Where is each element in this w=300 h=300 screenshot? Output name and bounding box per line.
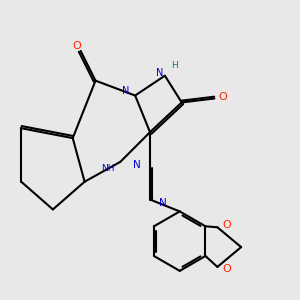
Text: O: O <box>218 92 227 101</box>
Text: N: N <box>133 160 141 170</box>
Text: N: N <box>159 197 167 208</box>
Text: NH: NH <box>100 164 114 173</box>
Text: H: H <box>171 61 178 70</box>
Text: O: O <box>72 41 81 51</box>
Text: N: N <box>122 85 129 96</box>
Text: O: O <box>222 220 231 230</box>
Text: N: N <box>156 68 164 78</box>
Text: O: O <box>222 264 231 274</box>
